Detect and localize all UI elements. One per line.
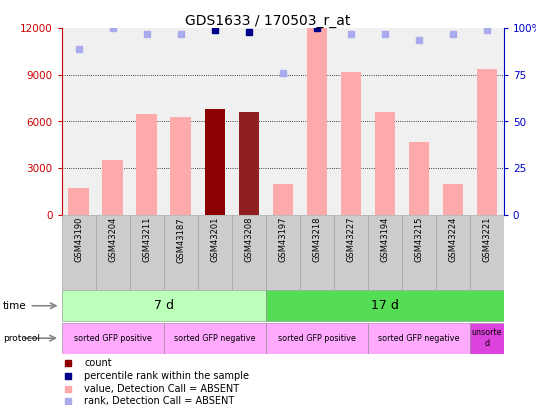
Text: percentile rank within the sample: percentile rank within the sample xyxy=(84,371,249,381)
Text: GSM43201: GSM43201 xyxy=(210,217,219,262)
Text: sorted GFP negative: sorted GFP negative xyxy=(174,334,256,343)
Bar xyxy=(266,323,368,354)
Text: GSM43211: GSM43211 xyxy=(142,217,151,262)
Text: unsorte
d: unsorte d xyxy=(472,328,502,348)
Text: GSM43215: GSM43215 xyxy=(414,217,423,262)
Text: protocol: protocol xyxy=(3,334,40,343)
Bar xyxy=(198,215,232,290)
Text: GSM43194: GSM43194 xyxy=(380,217,389,262)
Bar xyxy=(102,160,123,215)
Bar xyxy=(368,215,402,290)
Text: sorted GFP positive: sorted GFP positive xyxy=(74,334,152,343)
Text: value, Detection Call = ABSENT: value, Detection Call = ABSENT xyxy=(84,384,240,394)
Bar xyxy=(232,215,266,290)
Bar xyxy=(62,323,163,354)
Bar xyxy=(170,117,191,215)
Bar xyxy=(436,215,470,290)
Text: GSM43227: GSM43227 xyxy=(346,217,355,262)
Bar xyxy=(470,215,504,290)
Bar xyxy=(402,215,436,290)
Bar xyxy=(334,215,368,290)
Bar xyxy=(408,142,429,215)
Text: 17 d: 17 d xyxy=(371,299,399,312)
Text: GSM43224: GSM43224 xyxy=(448,217,457,262)
Text: 7 d: 7 d xyxy=(154,299,174,312)
Text: sorted GFP negative: sorted GFP negative xyxy=(378,334,459,343)
Bar xyxy=(300,215,334,290)
Bar xyxy=(163,323,266,354)
Text: GDS1633 / 170503_r_at: GDS1633 / 170503_r_at xyxy=(185,14,351,28)
Text: rank, Detection Call = ABSENT: rank, Detection Call = ABSENT xyxy=(84,396,235,405)
Bar xyxy=(239,112,259,215)
Bar xyxy=(368,323,470,354)
Bar xyxy=(307,28,327,215)
Bar xyxy=(375,112,395,215)
Bar xyxy=(477,69,497,215)
Bar xyxy=(69,188,89,215)
Text: count: count xyxy=(84,358,112,369)
Text: time: time xyxy=(3,301,26,311)
Bar xyxy=(443,183,463,215)
Text: GSM43221: GSM43221 xyxy=(482,217,492,262)
Text: GSM43204: GSM43204 xyxy=(108,217,117,262)
Text: GSM43208: GSM43208 xyxy=(244,217,253,262)
Bar xyxy=(205,109,225,215)
Bar xyxy=(470,323,504,354)
Text: GSM43218: GSM43218 xyxy=(312,217,321,262)
Bar xyxy=(272,183,293,215)
Bar xyxy=(62,215,95,290)
Bar xyxy=(130,215,163,290)
Bar xyxy=(137,114,157,215)
Text: GSM43197: GSM43197 xyxy=(278,217,287,262)
Bar xyxy=(163,215,198,290)
Bar xyxy=(340,72,361,215)
Text: GSM43190: GSM43190 xyxy=(74,217,83,262)
Bar xyxy=(95,215,130,290)
Text: GSM43187: GSM43187 xyxy=(176,217,185,262)
Bar xyxy=(62,290,266,321)
Bar xyxy=(266,215,300,290)
Text: sorted GFP positive: sorted GFP positive xyxy=(278,334,356,343)
Bar xyxy=(266,290,504,321)
